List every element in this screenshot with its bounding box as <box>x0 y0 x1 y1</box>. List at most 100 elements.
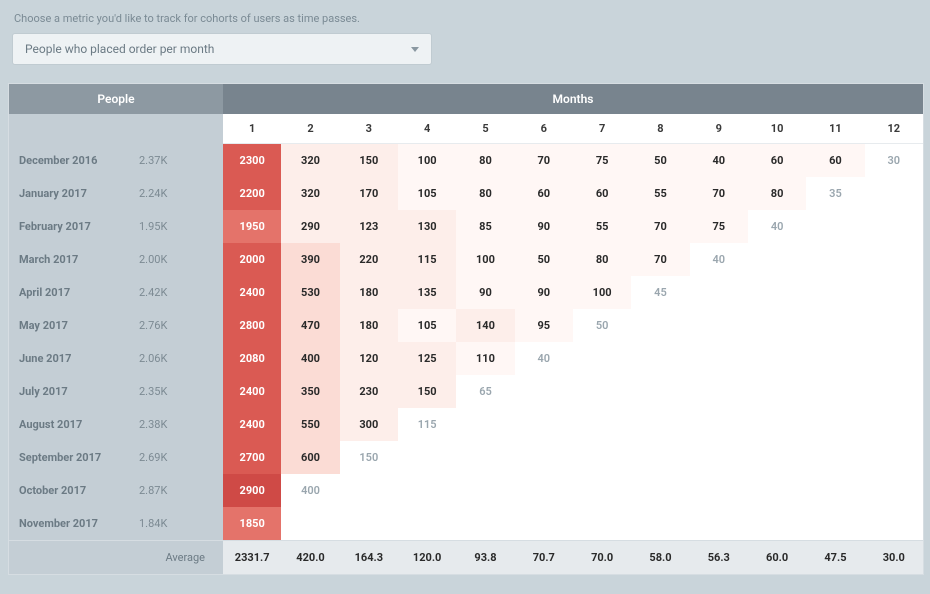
data-cell: 470 <box>281 309 339 342</box>
cohort-data-row: 1950290123130859055707540 <box>223 210 923 243</box>
data-cell: 70 <box>631 210 689 243</box>
data-cell <box>806 342 864 375</box>
people-subheader <box>9 114 223 144</box>
data-cell: 100 <box>456 243 514 276</box>
cohort-row: April 20172.42K <box>9 276 223 309</box>
data-cell <box>573 474 631 507</box>
cohort-label: June 2017 <box>19 352 139 365</box>
average-cell: 56.3 <box>690 551 748 564</box>
data-cell <box>748 474 806 507</box>
data-cell: 65 <box>456 375 514 408</box>
cohort-label: September 2017 <box>19 451 139 464</box>
data-cell <box>631 441 689 474</box>
cohort-row: May 20172.76K <box>9 309 223 342</box>
data-cell: 40 <box>748 210 806 243</box>
data-cell: 35 <box>806 177 864 210</box>
data-cell <box>398 441 456 474</box>
data-cell: 80 <box>573 243 631 276</box>
data-cell: 2000 <box>223 243 281 276</box>
data-cell <box>865 441 923 474</box>
cohort-total: 1.95K <box>139 220 167 233</box>
cohort-total: 2.38K <box>139 418 167 431</box>
cohort-label: March 2017 <box>19 253 139 266</box>
cohort-total: 2.42K <box>139 286 167 299</box>
data-cell <box>865 507 923 540</box>
data-cell <box>865 375 923 408</box>
cohort-row: September 20172.69K <box>9 441 223 474</box>
average-cell: 2331.7 <box>223 551 281 564</box>
cohort-total: 2.00K <box>139 253 167 266</box>
data-cell <box>631 507 689 540</box>
data-cell: 230 <box>340 375 398 408</box>
cohort-row: January 20172.24K <box>9 177 223 210</box>
data-cell <box>748 276 806 309</box>
month-label: 10 <box>748 122 806 135</box>
data-cell: 90 <box>515 276 573 309</box>
data-cell: 120 <box>340 342 398 375</box>
data-cell <box>748 342 806 375</box>
data-cell: 2800 <box>223 309 281 342</box>
data-cell <box>806 276 864 309</box>
data-cell <box>515 408 573 441</box>
data-cell: 80 <box>456 177 514 210</box>
data-cell: 50 <box>573 309 631 342</box>
data-cell <box>748 309 806 342</box>
data-cell: 170 <box>340 177 398 210</box>
data-cell <box>573 441 631 474</box>
cohort-data-row: 220032017010580606055708035 <box>223 177 923 210</box>
data-cell <box>748 408 806 441</box>
months-grid: Months 123456789101112 23003201501008070… <box>223 84 923 574</box>
month-label: 8 <box>631 122 689 135</box>
data-cell: 150 <box>340 144 398 177</box>
data-cell: 300 <box>340 408 398 441</box>
data-cell <box>865 408 923 441</box>
data-cell: 90 <box>515 210 573 243</box>
average-cell: 164.3 <box>340 551 398 564</box>
data-cell <box>806 243 864 276</box>
data-cell: 180 <box>340 309 398 342</box>
data-cell: 220 <box>340 243 398 276</box>
metric-dropdown[interactable]: People who placed order per month <box>12 33 432 65</box>
month-label: 6 <box>515 122 573 135</box>
data-cell: 105 <box>398 177 456 210</box>
data-cell: 140 <box>456 309 514 342</box>
data-cell: 115 <box>398 243 456 276</box>
data-cell <box>340 507 398 540</box>
data-cell: 75 <box>690 210 748 243</box>
data-cell <box>515 441 573 474</box>
data-cell: 2400 <box>223 276 281 309</box>
data-cell <box>456 408 514 441</box>
data-cell <box>806 408 864 441</box>
data-cell <box>690 474 748 507</box>
data-cell: 45 <box>631 276 689 309</box>
data-cell: 2200 <box>223 177 281 210</box>
cohort-label: February 2017 <box>19 220 139 233</box>
data-cell: 320 <box>281 177 339 210</box>
cohort-data-row: 1850 <box>223 507 923 540</box>
data-cell <box>515 375 573 408</box>
data-cell: 550 <box>281 408 339 441</box>
cohort-row: June 20172.06K <box>9 342 223 375</box>
cohort-label: October 2017 <box>19 484 139 497</box>
data-cell: 70 <box>631 243 689 276</box>
month-label: 4 <box>398 122 456 135</box>
cohort-panel: People December 20162.37KJanuary 20172.2… <box>8 83 924 575</box>
data-cell: 2080 <box>223 342 281 375</box>
data-cell: 110 <box>456 342 514 375</box>
cohort-row: August 20172.38K <box>9 408 223 441</box>
data-cell: 40 <box>690 243 748 276</box>
data-cell <box>398 474 456 507</box>
data-cell: 1850 <box>223 507 281 540</box>
data-cell: 150 <box>398 375 456 408</box>
cohort-data-row: 240035023015065 <box>223 375 923 408</box>
data-cell <box>690 342 748 375</box>
cohort-total: 2.24K <box>139 187 167 200</box>
data-cell <box>865 177 923 210</box>
cohort-row: October 20172.87K <box>9 474 223 507</box>
data-cell: 80 <box>748 177 806 210</box>
data-cell: 50 <box>515 243 573 276</box>
data-cell <box>806 474 864 507</box>
average-cell: 60.0 <box>748 551 806 564</box>
data-cell: 40 <box>515 342 573 375</box>
data-cell: 70 <box>515 144 573 177</box>
